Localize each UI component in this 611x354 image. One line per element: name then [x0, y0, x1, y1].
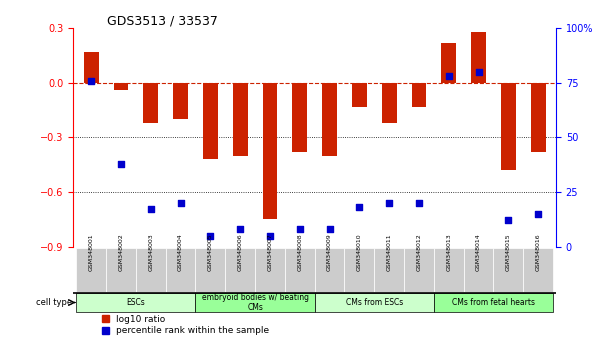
Point: [533, 211, 543, 217]
Text: GSM348002: GSM348002: [119, 233, 123, 271]
FancyBboxPatch shape: [375, 248, 404, 292]
Text: CMs from fetal hearts: CMs from fetal hearts: [452, 298, 535, 307]
FancyBboxPatch shape: [166, 248, 196, 292]
Bar: [471, 32, 486, 83]
Bar: [203, 83, 218, 159]
Bar: [322, 83, 337, 156]
Bar: [173, 83, 188, 119]
Text: ESCs: ESCs: [126, 298, 145, 307]
Point: [205, 233, 215, 239]
Text: GDS3513 / 33537: GDS3513 / 33537: [107, 14, 218, 27]
Text: CMs from ESCs: CMs from ESCs: [346, 298, 403, 307]
Text: GSM348016: GSM348016: [536, 234, 541, 271]
Text: GSM348007: GSM348007: [268, 233, 273, 271]
Text: GSM348001: GSM348001: [89, 234, 93, 271]
Text: GSM348006: GSM348006: [238, 234, 243, 271]
Bar: [144, 83, 158, 123]
FancyBboxPatch shape: [315, 248, 345, 292]
Text: GSM348015: GSM348015: [506, 234, 511, 271]
Legend: log10 ratio, percentile rank within the sample: log10 ratio, percentile rank within the …: [102, 315, 269, 336]
FancyBboxPatch shape: [404, 248, 434, 292]
Text: GSM348003: GSM348003: [148, 233, 153, 271]
Text: GSM348008: GSM348008: [298, 234, 302, 271]
Bar: [114, 83, 128, 90]
FancyBboxPatch shape: [345, 248, 375, 292]
Point: [235, 226, 245, 232]
Point: [265, 233, 275, 239]
FancyBboxPatch shape: [106, 248, 136, 292]
FancyBboxPatch shape: [464, 248, 494, 292]
FancyBboxPatch shape: [315, 293, 434, 312]
Point: [324, 226, 334, 232]
Bar: [531, 83, 546, 152]
Point: [86, 78, 96, 84]
Point: [503, 217, 513, 223]
Point: [354, 204, 364, 210]
Point: [146, 207, 156, 212]
FancyBboxPatch shape: [136, 248, 166, 292]
Bar: [352, 83, 367, 107]
Text: GSM348012: GSM348012: [417, 233, 422, 271]
Point: [414, 200, 424, 206]
Bar: [233, 83, 247, 156]
FancyBboxPatch shape: [434, 248, 464, 292]
FancyBboxPatch shape: [494, 248, 523, 292]
Point: [176, 200, 186, 206]
FancyBboxPatch shape: [76, 248, 106, 292]
Text: GSM348013: GSM348013: [446, 233, 452, 271]
Text: GSM348014: GSM348014: [476, 233, 481, 271]
Text: GSM348004: GSM348004: [178, 233, 183, 271]
FancyBboxPatch shape: [76, 293, 196, 312]
Point: [444, 74, 453, 79]
Bar: [292, 83, 307, 152]
Text: GSM348005: GSM348005: [208, 234, 213, 271]
FancyBboxPatch shape: [225, 248, 255, 292]
Bar: [411, 83, 426, 107]
Text: embryoid bodies w/ beating
CMs: embryoid bodies w/ beating CMs: [202, 293, 309, 312]
Bar: [84, 52, 98, 83]
Point: [295, 226, 305, 232]
FancyBboxPatch shape: [255, 248, 285, 292]
Bar: [501, 83, 516, 170]
Bar: [263, 83, 277, 219]
Point: [384, 200, 394, 206]
FancyBboxPatch shape: [523, 248, 553, 292]
Bar: [382, 83, 397, 123]
Point: [116, 161, 126, 166]
FancyBboxPatch shape: [434, 293, 553, 312]
FancyBboxPatch shape: [285, 248, 315, 292]
Text: GSM348009: GSM348009: [327, 233, 332, 271]
Text: GSM348010: GSM348010: [357, 234, 362, 271]
Point: [474, 69, 483, 75]
Text: GSM348011: GSM348011: [387, 234, 392, 271]
FancyBboxPatch shape: [196, 248, 225, 292]
Bar: [441, 43, 456, 83]
FancyBboxPatch shape: [196, 293, 315, 312]
Text: cell type: cell type: [35, 298, 72, 307]
